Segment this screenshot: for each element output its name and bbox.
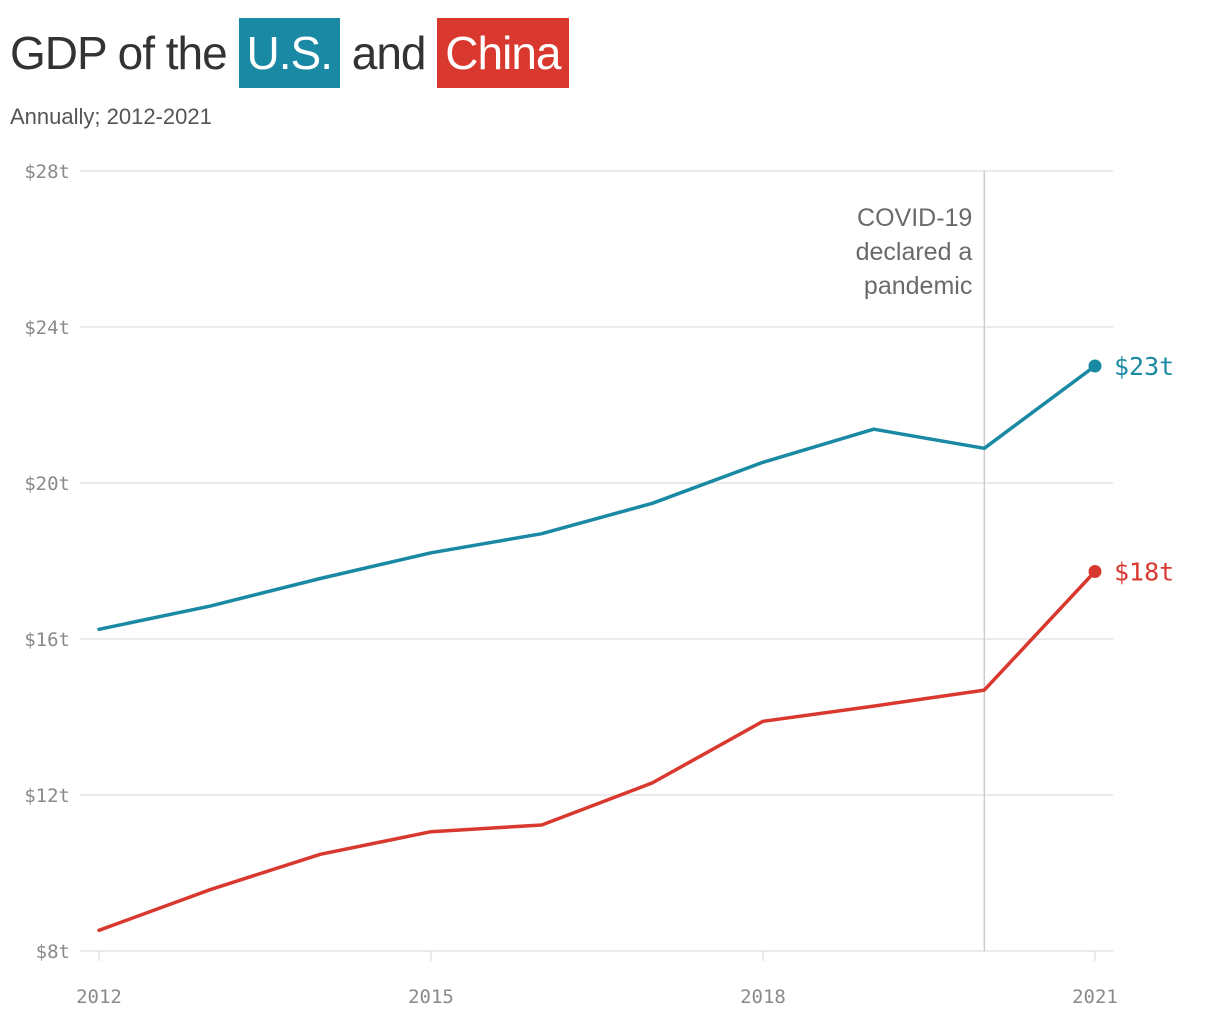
title-china-highlight: China [437,18,569,88]
y-tick-label: $24t [24,317,70,339]
title-mid: and [339,27,438,79]
chart-title: GDP of the U.S. and China [10,18,1210,88]
x-tick-label: 2015 [408,986,454,1008]
series-line-us [97,364,1097,632]
annotation-layer: COVID-19 declared a pandemic [856,171,986,951]
series-end-label-china: $18t [1114,558,1174,587]
axis-layer: $28t $24t $20t $16t $12t $8t 2012 2015 2018 2021 [24,161,1118,1008]
chart-subtitle: Annually; 2012-2021 [10,104,212,129]
x-tick-label: 2012 [76,986,122,1008]
series-layer: $23t $18t [97,352,1174,933]
covid-annotation-line-text: COVID-19 [857,204,972,232]
y-tick-label: $12t [24,785,70,807]
chart-header: GDP of the U.S. and China Annually; 2012… [10,18,1210,130]
series-end-label-us: $23t [1114,352,1174,381]
x-tick-label: 2018 [740,986,786,1008]
covid-annotation-line-text: declared a [856,238,973,266]
series-line-china [97,569,1097,933]
y-tick-label: $20t [24,473,70,495]
y-tick-label: $16t [24,629,70,651]
y-tick-label: $28t [24,161,70,183]
covid-annotation-text: COVID-19 declared a pandemic [856,204,973,300]
x-tick-label: 2021 [1072,986,1118,1008]
title-us-highlight: U.S. [238,18,340,88]
series-end-dot-us [1088,359,1102,373]
title-prefix: GDP of the [10,27,239,79]
grid-layer [80,170,1113,952]
covid-annotation-line-text: pandemic [864,272,972,300]
series-end-dot-china [1088,565,1102,579]
y-tick-label: $8t [36,941,70,963]
